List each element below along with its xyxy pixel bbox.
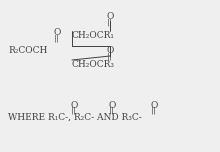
Text: O: O bbox=[108, 101, 116, 110]
Text: R₂COCH: R₂COCH bbox=[8, 46, 47, 55]
Text: ||: || bbox=[71, 107, 77, 115]
Text: O: O bbox=[70, 101, 78, 110]
Text: ||: || bbox=[109, 107, 115, 115]
Text: ||: || bbox=[54, 34, 60, 42]
Text: CH₂OCR₃: CH₂OCR₃ bbox=[72, 60, 115, 69]
Text: ||: || bbox=[107, 52, 113, 60]
Text: ||: || bbox=[151, 107, 157, 115]
Text: ||: || bbox=[107, 18, 113, 26]
Text: O: O bbox=[150, 101, 158, 110]
Text: O: O bbox=[106, 46, 114, 55]
Text: CH₂OCR₁: CH₂OCR₁ bbox=[72, 31, 115, 40]
Text: O: O bbox=[106, 12, 114, 21]
Text: O: O bbox=[53, 28, 61, 37]
Text: WHERE R₁C-, R₂C- AND R₃C-: WHERE R₁C-, R₂C- AND R₃C- bbox=[8, 113, 142, 122]
